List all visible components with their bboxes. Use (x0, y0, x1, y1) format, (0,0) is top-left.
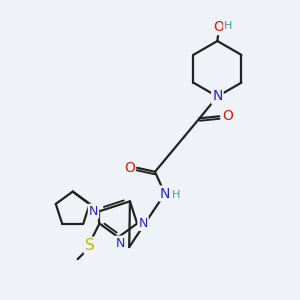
Text: N: N (138, 217, 148, 230)
Text: N: N (212, 89, 223, 103)
Text: O: O (124, 161, 135, 175)
Text: N: N (89, 205, 98, 218)
Text: N: N (116, 237, 125, 250)
Text: H: H (172, 190, 180, 200)
Text: N: N (160, 187, 170, 201)
Text: S: S (85, 238, 94, 253)
Text: H: H (224, 21, 232, 31)
Text: O: O (213, 20, 224, 34)
Text: O: O (222, 109, 233, 123)
